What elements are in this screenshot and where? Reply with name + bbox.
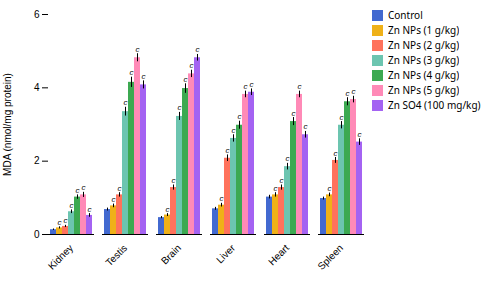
svg-text:c: c [232,126,236,135]
svg-text:c: c [274,184,278,193]
svg-text:Heart: Heart [266,242,291,267]
svg-text:c: c [82,183,86,192]
svg-text:c: c [334,149,338,158]
svg-text:c: c [346,89,350,98]
svg-text:c: c [166,205,170,214]
svg-text:c: c [280,176,284,185]
svg-text:Liver: Liver [214,242,238,266]
svg-text:c: c [358,130,362,139]
svg-text:c: c [298,82,302,91]
html-text:Zn NPs (1 g/kg): Zn NPs (1 g/kg) [388,23,460,37]
svg-text:c: c [112,195,116,204]
svg-text:c: c [292,109,296,118]
svg-text:c: c [190,61,194,70]
svg-text:Kidney: Kidney [46,242,75,271]
svg-text:MDA (nmol/mg protein): MDA (nmol/mg protein) [2,73,13,176]
svg-text:c: c [124,98,128,107]
svg-text:c: c [64,216,68,225]
svg-text:c: c [142,72,146,81]
svg-text:Spleen: Spleen [315,242,345,272]
svg-text:c: c [76,186,80,195]
html-text:Zn NPs (5 g/kg): Zn NPs (5 g/kg) [388,83,460,97]
svg-text:c: c [244,82,248,91]
svg-text:2: 2 [34,155,40,166]
svg-text:c: c [220,194,224,203]
svg-text:0: 0 [34,229,40,240]
svg-text:c: c [130,68,134,77]
svg-text:6: 6 [34,9,40,20]
svg-text:c: c [196,45,200,54]
html-text:Zn NPs (3 g/kg): Zn NPs (3 g/kg) [388,53,460,67]
svg-text:c: c [250,80,254,89]
svg-text:c: c [226,146,230,155]
svg-text:Testis: Testis [103,242,129,268]
svg-text:c: c [340,113,344,122]
svg-text:c: c [88,205,92,214]
svg-text:c: c [172,176,176,185]
svg-text:4: 4 [34,82,40,93]
html-text:Control: Control [388,8,423,22]
svg-text:c: c [136,45,140,54]
svg-text:c: c [286,154,290,163]
html-text:Zn SO4 (100 mg/kg): Zn SO4 (100 mg/kg) [388,98,481,112]
svg-text:Brain: Brain [159,242,183,266]
svg-text:c: c [178,103,182,112]
svg-text:c: c [184,75,188,84]
html-text:Zn NPs (2 g/kg): Zn NPs (2 g/kg) [388,38,460,52]
svg-text:c: c [118,184,122,193]
svg-text:c: c [304,122,308,131]
svg-text:c: c [238,112,242,121]
svg-text:c: c [58,218,62,227]
svg-text:c: c [328,184,332,193]
html-text:Zn NPs (4 g/kg): Zn NPs (4 g/kg) [388,68,460,82]
svg-text:c: c [352,87,356,96]
svg-text:c: c [70,201,74,210]
